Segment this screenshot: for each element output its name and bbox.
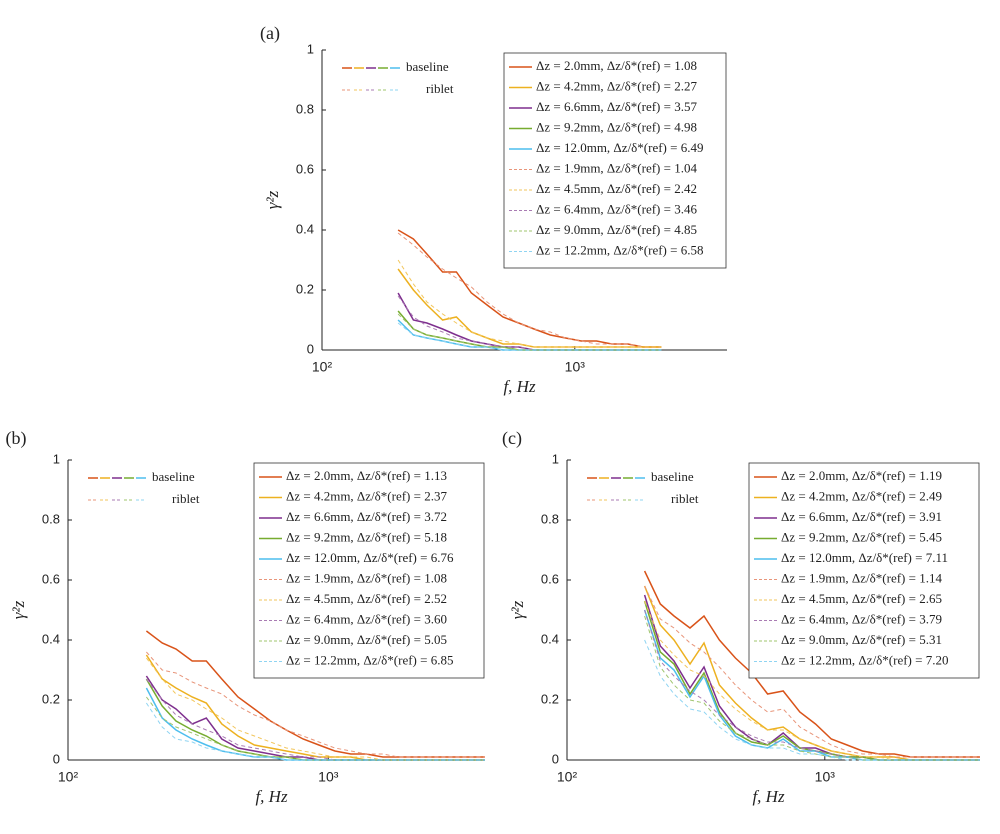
legend-label: Δz = 6.6mm, Δz/δ*(ref) = 3.91 (781, 509, 942, 524)
legend-label: Δz = 12.0mm, Δz/δ*(ref) = 6.49 (536, 140, 703, 155)
legend-label: Δz = 9.0mm, Δz/δ*(ref) = 4.85 (536, 222, 697, 237)
legend-label: Δz = 1.9mm, Δz/δ*(ref) = 1.14 (781, 570, 942, 585)
legend-label: Δz = 9.2mm, Δz/δ*(ref) = 4.98 (536, 119, 697, 134)
legend-label: Δz = 4.2mm, Δz/δ*(ref) = 2.49 (781, 488, 942, 503)
legend-label: Δz = 4.2mm, Δz/δ*(ref) = 2.27 (536, 78, 697, 93)
panel-label: (c) (502, 428, 522, 449)
legend: Δz = 2.0mm, Δz/δ*(ref) = 1.13 Δz = 4.2mm,… (253, 462, 485, 679)
y-tick-label: 0 (552, 751, 559, 766)
y-tick-label: 0.4 (541, 631, 559, 646)
legend-label: Δz = 4.5mm, Δz/δ*(ref) = 2.52 (286, 591, 447, 606)
y-tick-label: 0.6 (296, 161, 314, 176)
y-axis-label: γ²z (508, 600, 527, 619)
series-line (644, 615, 980, 761)
legend-label: Δz = 9.0mm, Δz/δ*(ref) = 5.31 (781, 632, 942, 647)
x-tick-label: 10³ (318, 769, 339, 785)
series-line (397, 295, 662, 351)
legend-label: Δz = 9.2mm, Δz/δ*(ref) = 5.18 (286, 529, 447, 544)
y-tick-label: 0.2 (541, 691, 559, 706)
legend-label: Δz = 2.0mm, Δz/δ*(ref) = 1.08 (536, 58, 697, 73)
y-tick-label: 0.4 (296, 221, 314, 236)
y-tick-label: 0.8 (296, 101, 314, 116)
style-legend-label: riblet (172, 491, 200, 506)
x-tick-label: 10² (557, 769, 578, 785)
legend-label: Δz = 12.2mm, Δz/δ*(ref) = 7.20 (781, 652, 948, 667)
series-line (145, 702, 485, 761)
legend-label: Δz = 12.0mm, Δz/δ*(ref) = 6.76 (286, 550, 454, 565)
style-legend: baseline riblet (342, 59, 454, 96)
y-tick-label: 1 (552, 451, 559, 466)
series-line (397, 322, 662, 351)
legend-label: Δz = 12.2mm, Δz/δ*(ref) = 6.85 (286, 652, 453, 667)
legend-box (503, 52, 727, 269)
series-line (397, 313, 662, 351)
legend-label: Δz = 1.9mm, Δz/δ*(ref) = 1.04 (536, 160, 697, 175)
x-tick-label: 10² (312, 359, 333, 375)
series-line (644, 600, 980, 761)
series-line (397, 259, 662, 348)
panel-label: (a) (260, 23, 280, 44)
chart-panel: (b) 0 0.2 0.4 0.6 0.8 1 10² 10³ f, Hz γ²z baseline r… (6, 428, 485, 806)
legend-label: Δz = 6.4mm, Δz/δ*(ref) = 3.60 (286, 611, 447, 626)
style-legend-label: baseline (152, 469, 195, 484)
x-axis-label: f, Hz (752, 787, 785, 806)
series-line (397, 229, 662, 348)
series-line (644, 585, 980, 758)
legend-label: Δz = 6.6mm, Δz/δ*(ref) = 3.57 (536, 99, 697, 114)
chart-panel: (a) 0 0.2 0.4 0.6 0.8 1 10² 10³ f, Hz γ²z baseline r… (260, 23, 727, 396)
legend-label: Δz = 12.2mm, Δz/δ*(ref) = 6.58 (536, 242, 703, 257)
x-tick-label: 10³ (565, 359, 586, 375)
y-tick-label: 0.2 (42, 691, 60, 706)
legend-label: Δz = 4.2mm, Δz/δ*(ref) = 2.37 (286, 488, 447, 503)
y-tick-label: 0.6 (42, 571, 60, 586)
style-legend: baseline riblet (587, 469, 699, 506)
legend-label: Δz = 9.0mm, Δz/δ*(ref) = 5.05 (286, 632, 447, 647)
series-line (146, 696, 485, 761)
legend-label: Δz = 2.0mm, Δz/δ*(ref) = 1.13 (286, 468, 447, 483)
y-tick-label: 0.8 (42, 511, 60, 526)
series-line (146, 651, 485, 758)
legend-box (253, 462, 485, 679)
legend-label: Δz = 12.0mm, Δz/δ*(ref) = 7.11 (781, 550, 948, 565)
legend-label: Δz = 4.5mm, Δz/δ*(ref) = 2.42 (536, 181, 697, 196)
style-legend: baseline riblet (88, 469, 200, 506)
style-legend-label: riblet (671, 491, 699, 506)
x-tick-label: 10² (58, 769, 79, 785)
y-tick-label: 0.2 (296, 281, 314, 296)
y-tick-label: 0.8 (541, 511, 559, 526)
legend-label: Δz = 9.2mm, Δz/δ*(ref) = 5.45 (781, 529, 942, 544)
y-axis-label: γ²z (263, 190, 282, 209)
legend-label: Δz = 6.4mm, Δz/δ*(ref) = 3.46 (536, 201, 697, 216)
series-line (145, 675, 485, 761)
style-legend-label: baseline (406, 59, 449, 74)
legend-label: Δz = 6.6mm, Δz/δ*(ref) = 3.72 (286, 509, 447, 524)
y-tick-label: 0.4 (42, 631, 60, 646)
legend-label: Δz = 4.5mm, Δz/δ*(ref) = 2.65 (781, 591, 942, 606)
y-tick-label: 0 (307, 341, 314, 356)
y-axis-label: γ²z (9, 600, 28, 619)
panel-label: (b) (6, 428, 27, 449)
series-line (397, 292, 662, 351)
series-line (145, 678, 485, 761)
x-axis-label: f, Hz (255, 787, 288, 806)
series-line (146, 678, 485, 761)
y-tick-label: 0.6 (541, 571, 559, 586)
y-tick-label: 1 (307, 41, 314, 56)
legend-label: Δz = 1.9mm, Δz/δ*(ref) = 1.08 (286, 570, 447, 585)
x-axis-label: f, Hz (503, 377, 536, 396)
series-line (397, 268, 662, 348)
legend-label: Δz = 2.0mm, Δz/δ*(ref) = 1.19 (781, 468, 942, 483)
y-tick-label: 1 (53, 451, 60, 466)
y-tick-label: 0 (53, 751, 60, 766)
legend: Δz = 2.0mm, Δz/δ*(ref) = 1.19 Δz = 4.2mm,… (748, 462, 980, 679)
x-tick-label: 10³ (815, 769, 836, 785)
chart-panel: (c) 0 0.2 0.4 0.6 0.8 1 10² 10³ f, Hz γ²z baseline r… (502, 428, 980, 806)
style-legend-label: riblet (426, 81, 454, 96)
legend-label: Δz = 6.4mm, Δz/δ*(ref) = 3.79 (781, 611, 942, 626)
legend-box (748, 462, 980, 679)
style-legend-label: baseline (651, 469, 694, 484)
legend: Δz = 2.0mm, Δz/δ*(ref) = 1.08 Δz = 4.2mm,… (503, 52, 727, 269)
